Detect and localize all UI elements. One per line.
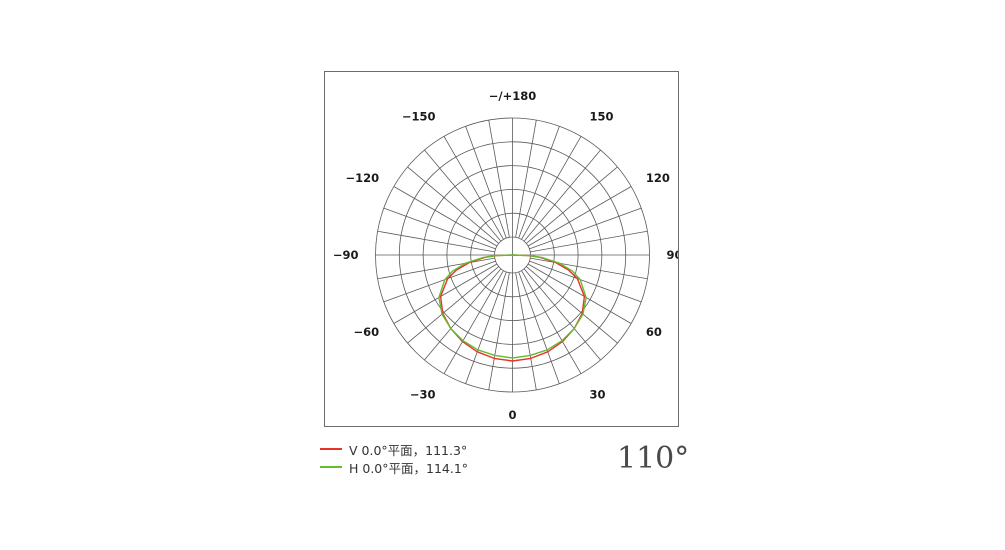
legend-swatch-h [320, 466, 342, 468]
legend-item-v[interactable]: V 0.0°平面，111.3° [320, 441, 620, 458]
angle-label-−/+180: −/+180 [489, 89, 536, 103]
angle-label-−30: −30 [410, 387, 436, 401]
beam-angle-value: 110° [617, 441, 690, 476]
polar-grid [375, 117, 650, 393]
angle-label-150: 150 [590, 110, 614, 124]
polar-angle-labels: 0 30 60 90 120 150 −/+180 −150 −120 −90 −60 −30 [333, 89, 678, 422]
legend-label-h: H 0.0°平面，114.1° [349, 460, 469, 476]
angle-label-30: 30 [590, 387, 606, 401]
angle-label-−120: −120 [345, 171, 379, 185]
polar-series [438, 254, 587, 362]
legend-label-v: V 0.0°平面，111.3° [349, 442, 468, 458]
angle-label-120: 120 [646, 171, 670, 185]
legend-swatch-v [320, 448, 342, 450]
angle-label-90: 90 [667, 248, 679, 262]
polar-grid-svg: 0 30 60 90 120 150 −/+180 −150 −120 −90 −60 −30 [333, 89, 678, 422]
angle-label-−150: −150 [402, 110, 436, 124]
angle-label-0: 0 [508, 408, 516, 422]
chart-legend: V 0.0°平面，111.3° H 0.0°平面，114.1° [320, 441, 620, 477]
angle-label-−60: −60 [353, 325, 379, 339]
angle-label-−90: −90 [333, 248, 359, 262]
legend-item-h[interactable]: H 0.0°平面，114.1° [320, 459, 620, 476]
polar-chart-frame: 0 30 60 90 120 150 −/+180 −150 −120 −90 −60 −30 [324, 71, 679, 427]
angle-label-60: 60 [646, 325, 662, 339]
